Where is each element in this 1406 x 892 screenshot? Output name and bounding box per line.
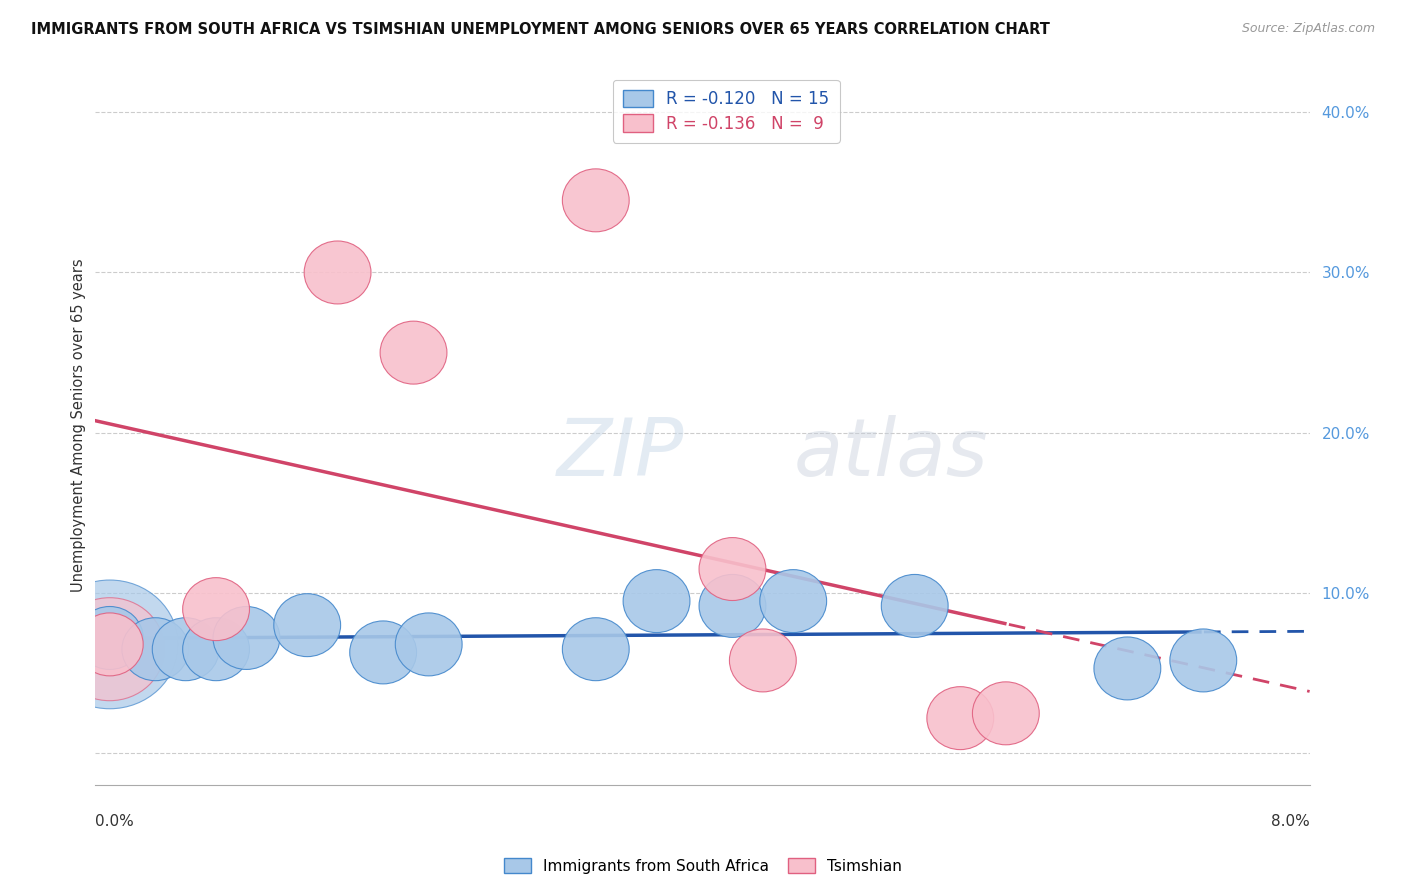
Ellipse shape	[1170, 629, 1237, 692]
Ellipse shape	[699, 574, 766, 638]
Ellipse shape	[183, 578, 249, 640]
Ellipse shape	[41, 580, 179, 709]
Ellipse shape	[274, 594, 340, 657]
Ellipse shape	[562, 169, 630, 232]
Text: IMMIGRANTS FROM SOUTH AFRICA VS TSIMSHIAN UNEMPLOYMENT AMONG SENIORS OVER 65 YEA: IMMIGRANTS FROM SOUTH AFRICA VS TSIMSHIA…	[31, 22, 1050, 37]
Ellipse shape	[304, 241, 371, 304]
Ellipse shape	[1094, 637, 1161, 700]
Ellipse shape	[882, 574, 948, 638]
Text: ZIP: ZIP	[557, 415, 683, 492]
Ellipse shape	[76, 607, 143, 670]
Ellipse shape	[395, 613, 463, 676]
Ellipse shape	[973, 681, 1039, 745]
Ellipse shape	[927, 687, 994, 749]
Ellipse shape	[152, 618, 219, 681]
Text: Source: ZipAtlas.com: Source: ZipAtlas.com	[1241, 22, 1375, 36]
Text: 0.0%: 0.0%	[94, 814, 134, 830]
Ellipse shape	[759, 570, 827, 632]
Ellipse shape	[623, 570, 690, 632]
Ellipse shape	[699, 538, 766, 600]
Ellipse shape	[350, 621, 416, 684]
Y-axis label: Unemployment Among Seniors over 65 years: Unemployment Among Seniors over 65 years	[72, 258, 86, 591]
Ellipse shape	[122, 618, 188, 681]
Ellipse shape	[380, 321, 447, 384]
Legend: R = -0.120   N = 15, R = -0.136   N =  9: R = -0.120 N = 15, R = -0.136 N = 9	[613, 79, 839, 143]
Ellipse shape	[730, 629, 796, 692]
Ellipse shape	[214, 607, 280, 670]
Text: 8.0%: 8.0%	[1271, 814, 1309, 830]
Ellipse shape	[55, 598, 165, 701]
Ellipse shape	[562, 618, 630, 681]
Ellipse shape	[76, 613, 143, 676]
Legend: Immigrants from South Africa, Tsimshian: Immigrants from South Africa, Tsimshian	[498, 852, 908, 880]
Ellipse shape	[183, 618, 249, 681]
Text: atlas: atlas	[793, 415, 988, 492]
